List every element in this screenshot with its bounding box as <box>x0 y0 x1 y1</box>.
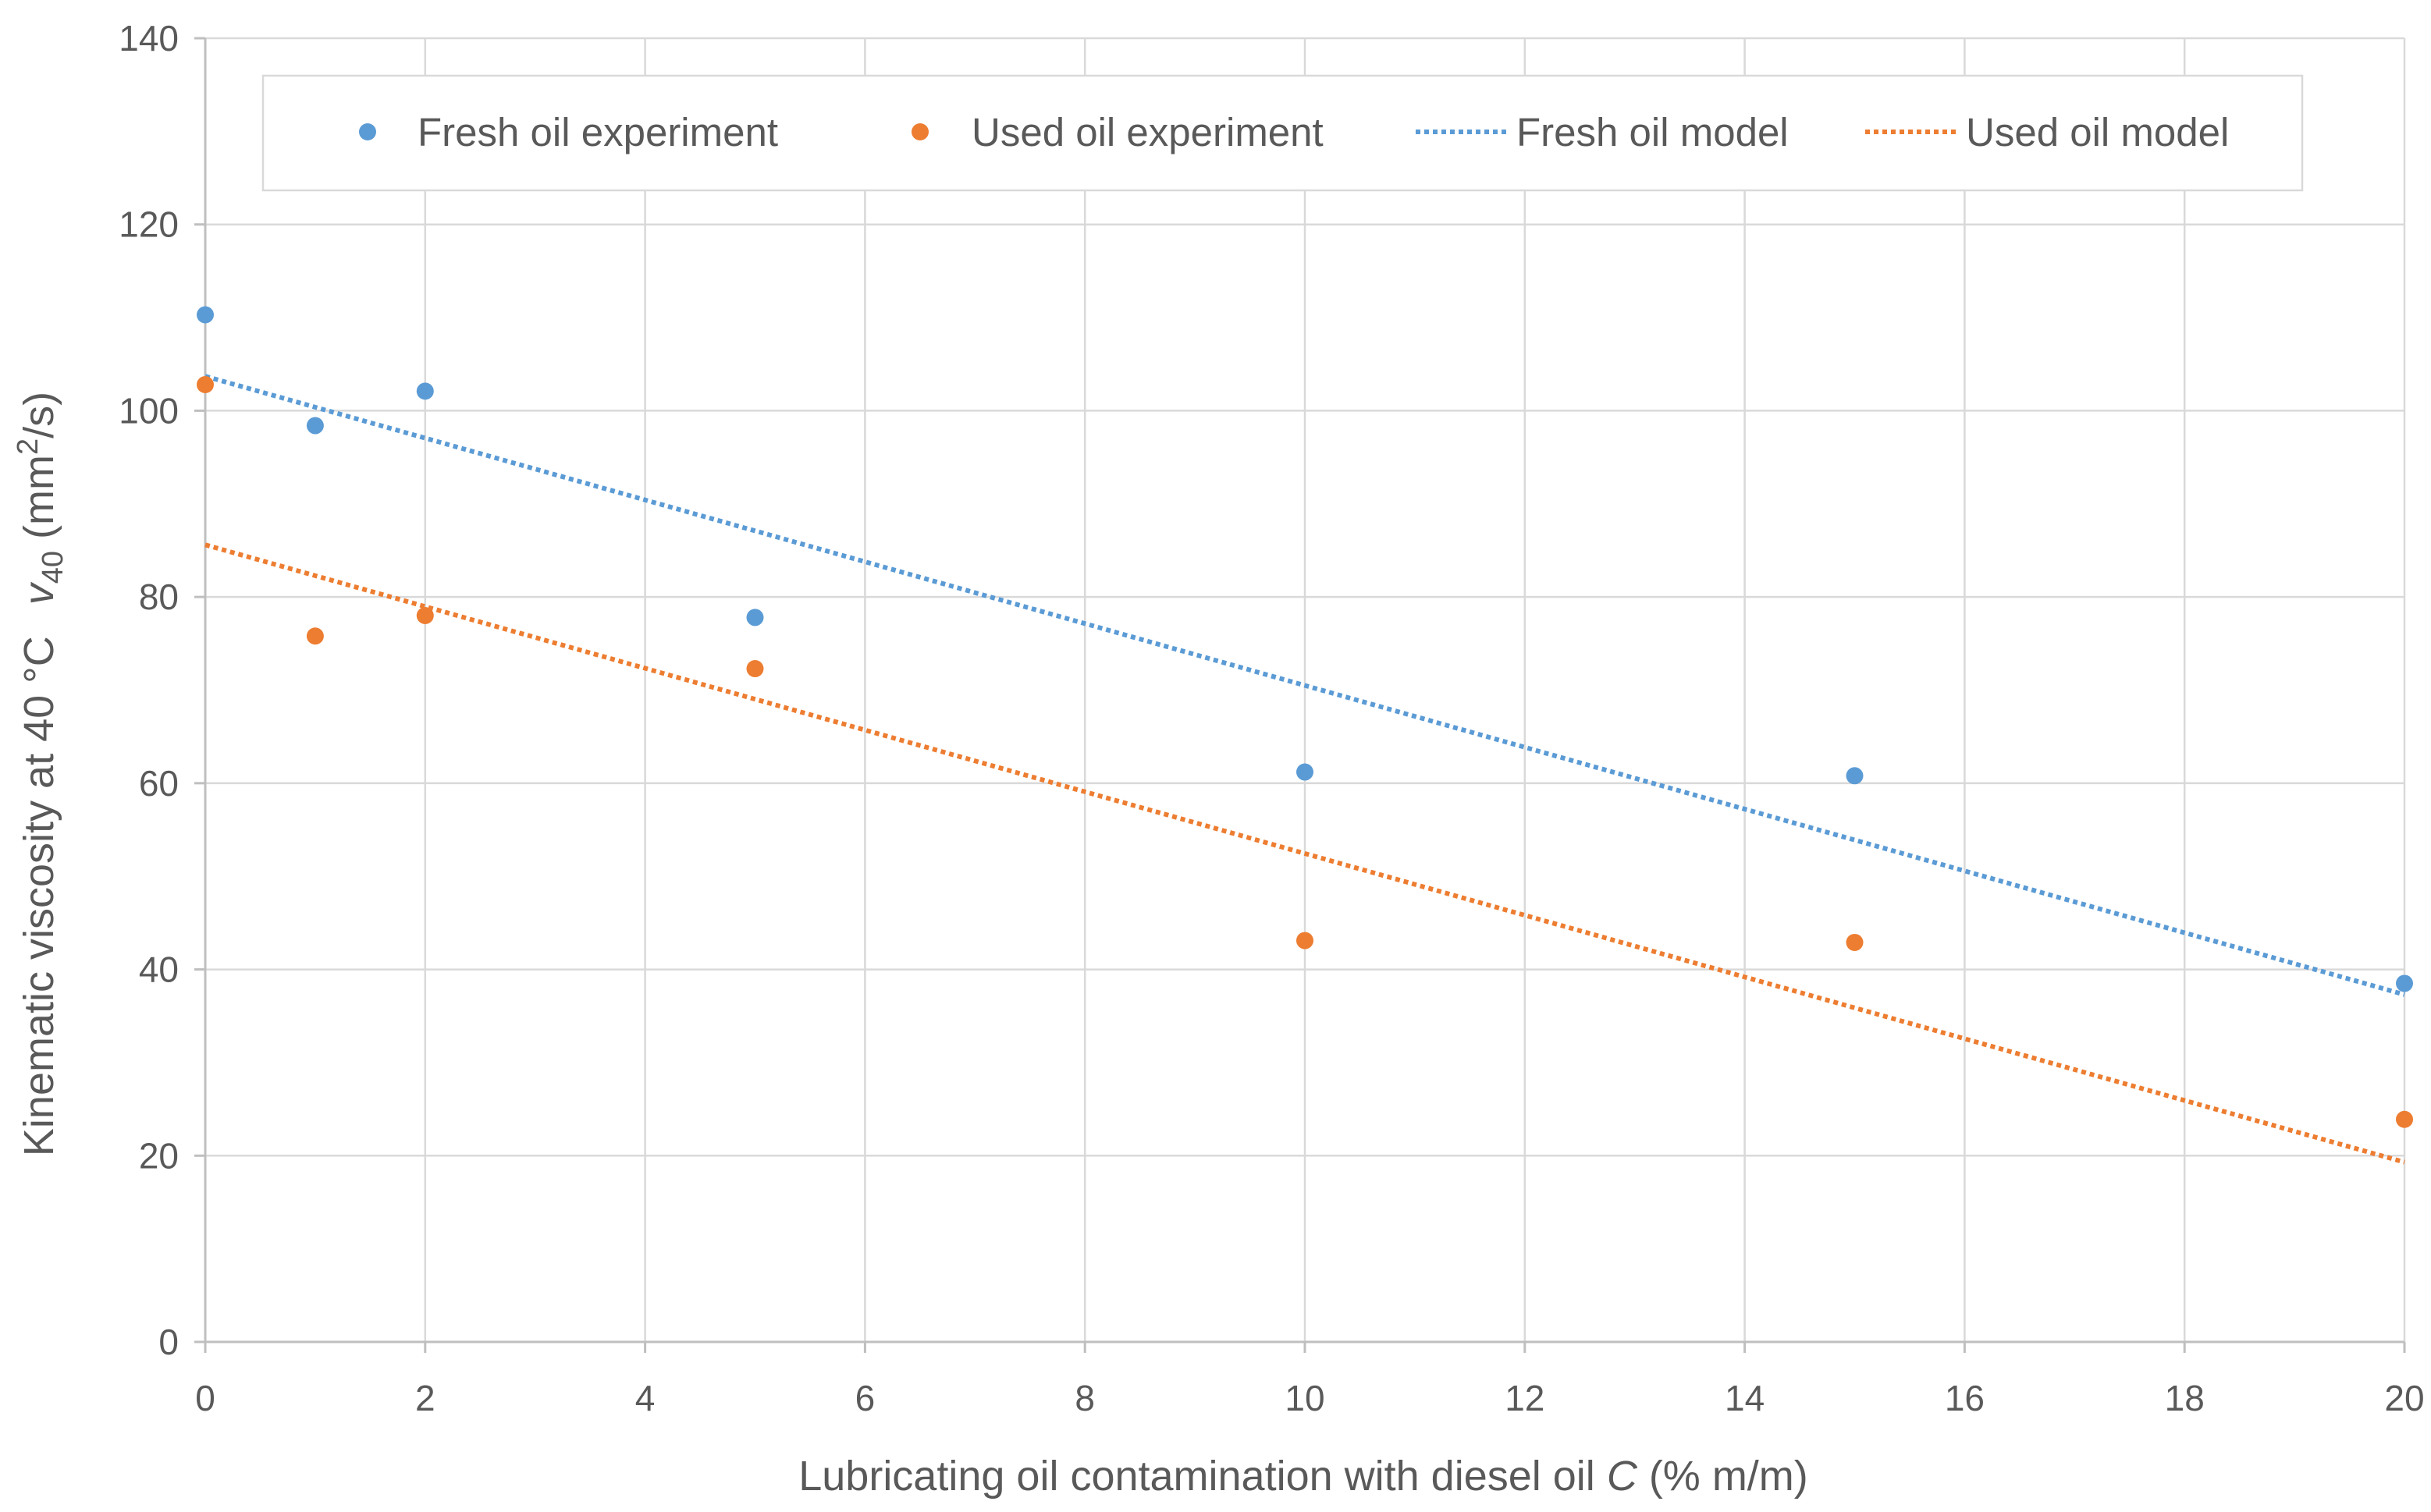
y-tick-label: 60 <box>139 763 179 804</box>
legend-label-fresh-model: Fresh oil model <box>1516 110 1789 154</box>
data-point <box>197 376 214 394</box>
legend-marker-fresh-experiment <box>359 123 376 140</box>
data-points <box>197 306 2413 1128</box>
y-tick-label: 20 <box>139 1135 179 1176</box>
data-point <box>746 660 764 678</box>
data-point <box>1296 932 1313 949</box>
legend-label-used-model: Used oil model <box>1966 110 2229 154</box>
x-tick-label: 6 <box>855 1378 876 1418</box>
y-tick-label: 100 <box>119 390 179 431</box>
x-tick-label: 0 <box>195 1378 215 1418</box>
y-tick-label: 80 <box>139 577 179 617</box>
y-tick-label: 0 <box>158 1322 179 1362</box>
x-tick-label: 10 <box>1285 1378 1324 1418</box>
data-point <box>306 627 324 645</box>
tick-labels: 0 20 40 60 80 100 120 140 0 2 4 6 8 10 12 14 16 18 20 <box>119 18 2424 1418</box>
y-axis-title: Kinematic viscosity at 40 °Cv40 (mm2/s) <box>12 392 69 1156</box>
x-tick-label: 2 <box>415 1378 435 1418</box>
axes <box>194 37 2406 1353</box>
data-point <box>2396 974 2413 992</box>
x-tick-label: 4 <box>635 1378 656 1418</box>
data-point <box>2396 1110 2413 1128</box>
legend-box <box>261 74 2304 192</box>
legend-label-used-experiment: Used oil experiment <box>972 110 1324 154</box>
gridlines <box>205 37 2406 1342</box>
x-tick-label: 18 <box>2165 1378 2205 1418</box>
data-point <box>416 607 434 625</box>
data-point <box>1296 763 1313 781</box>
data-point <box>1846 767 1864 785</box>
legend: Fresh oil experiment Used oil experiment… <box>261 74 2304 192</box>
data-point <box>306 417 324 435</box>
y-tick-label: 40 <box>139 949 179 990</box>
x-tick-label: 8 <box>1075 1378 1095 1418</box>
data-point <box>746 609 764 626</box>
x-tick-label: 16 <box>1945 1378 1985 1418</box>
y-tick-label: 120 <box>119 204 179 245</box>
x-tick-label: 12 <box>1505 1378 1544 1418</box>
model-line <box>204 542 2405 1165</box>
legend-marker-used-experiment <box>912 123 929 140</box>
legend-label-fresh-experiment: Fresh oil experiment <box>418 110 778 154</box>
model-lines <box>204 374 2405 1165</box>
model-line <box>204 374 2405 997</box>
data-point <box>416 382 434 400</box>
x-tick-label: 14 <box>1725 1378 1765 1418</box>
data-point <box>197 306 214 324</box>
x-axis-title: Lubricating oil contamination with diese… <box>798 1453 1808 1500</box>
x-tick-label: 20 <box>2384 1378 2424 1418</box>
y-tick-label: 140 <box>119 18 179 59</box>
data-point <box>1846 933 1864 951</box>
